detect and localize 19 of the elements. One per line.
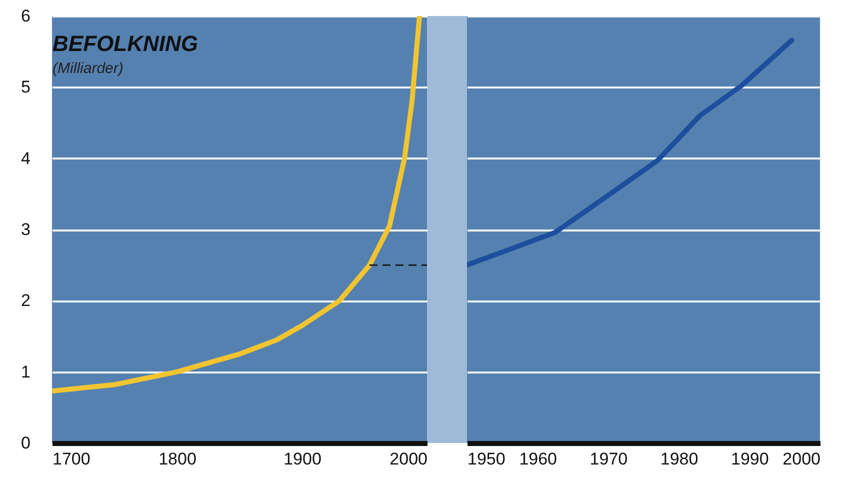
x-tick-label: 1990	[730, 450, 769, 468]
y-tick-label: 4	[21, 148, 30, 168]
text: BEFOLKNING	[52, 31, 198, 56]
x-tick-label: 1980	[660, 450, 698, 468]
y-tick-label: 6	[21, 6, 30, 26]
x-tick-label: 1700	[52, 450, 90, 468]
x-tick-label: 2000	[782, 450, 820, 468]
x-tick-label: 2000	[390, 450, 428, 468]
y-tick-label: 3	[21, 220, 30, 239]
y-tick-label: 5	[21, 78, 30, 97]
y-tick-label: 0	[21, 434, 30, 452]
x-tick-label: 1950	[468, 450, 506, 468]
x-tick-label: 1960	[519, 450, 558, 468]
y-tick-label: 1	[21, 362, 30, 382]
x-tick-label: 1970	[590, 450, 628, 468]
x-tick-label: 1800	[158, 450, 196, 468]
x-tick-label: 1900	[284, 450, 322, 468]
text: (Milliarder)	[52, 60, 124, 77]
y-tick-label: 2	[21, 291, 30, 310]
